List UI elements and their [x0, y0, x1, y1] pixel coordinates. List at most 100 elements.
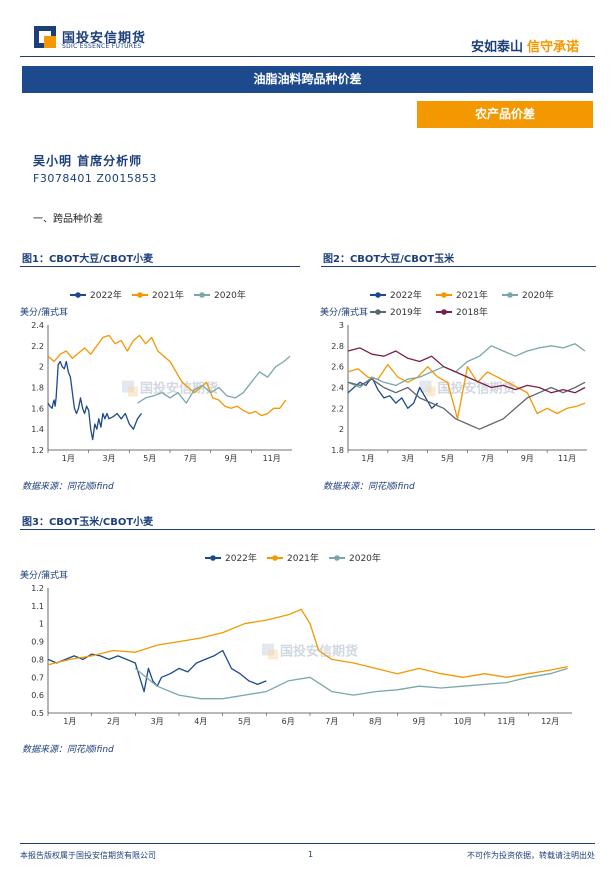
x-tick-label: 1月: [63, 717, 76, 726]
y-tick-label: 2: [39, 363, 44, 372]
y-tick-label: 2.4: [31, 321, 44, 330]
chart-2: 2022年 2021年 2020年 2019年 2018年 美分/蒲式耳 国投安信期货 1.8…: [320, 285, 595, 470]
legend-label-2018: 2018年: [456, 306, 488, 318]
fig2-rule: [321, 266, 596, 267]
fig2-source: 数据来源：同花顺ifind: [323, 482, 415, 492]
report-title-banner: 油脂油料跨品种价差: [22, 66, 593, 93]
x-tick-label: 5月: [238, 717, 251, 726]
legend-label-2020: 2020年: [214, 289, 246, 301]
fig3-rule: [20, 529, 595, 530]
y-tick-label: 0.7: [31, 673, 44, 682]
y-tick-label: 2.6: [331, 363, 344, 372]
x-tick-label: 11月: [263, 454, 281, 463]
y-tick-label: 1.1: [31, 602, 44, 611]
watermark-logo-icon: [268, 649, 278, 660]
x-tick-label: 4月: [194, 717, 207, 726]
category-tag: 农产品价差: [417, 101, 593, 128]
fig1-rule: [20, 266, 300, 267]
legend-marker-2022: [75, 292, 81, 298]
y-tick-label: 3: [339, 321, 344, 330]
series-line-2020: [347, 343, 586, 389]
x-tick-label: 3月: [151, 717, 164, 726]
y-tick-label: 1.6: [31, 404, 44, 413]
slogan: 安如泰山 信守承诺: [471, 36, 579, 55]
x-tick-label: 7月: [481, 454, 494, 463]
fig3-title: 图3：CBOT玉米/CBOT小麦: [22, 517, 154, 528]
legend-label-2021: 2021年: [152, 289, 184, 301]
legend-label-2019: 2019年: [390, 306, 422, 318]
y-axis-unit: 美分/蒲式耳: [20, 306, 68, 318]
fig1-source: 数据来源：同花顺ifind: [22, 482, 114, 492]
y-tick-label: 1.8: [331, 446, 344, 455]
series-line-2021: [47, 334, 287, 417]
legend-label-2021: 2021年: [456, 289, 488, 301]
legend-marker-2020: [334, 555, 340, 561]
y-tick-label: 2: [339, 425, 344, 434]
x-tick-label: 9月: [224, 454, 237, 463]
x-tick-label: 6月: [282, 717, 295, 726]
slogan-part-1: 安如泰山: [470, 40, 523, 55]
legend-marker-2018: [441, 309, 447, 315]
y-tick-label: 0.5: [31, 709, 44, 718]
legend-marker-2020: [507, 292, 513, 298]
slogan-part-2: 信守承诺: [526, 40, 579, 55]
x-tick-label: 12月: [541, 717, 559, 726]
x-tick-label: 9月: [521, 454, 534, 463]
legend-marker-2022: [375, 292, 381, 298]
legend-marker-2022: [210, 555, 216, 561]
chart-1: 2022年 2021年 2020年 美分/蒲式耳 国投安信期货 1.2 1.4 1.6 1.8 2…: [20, 285, 300, 470]
y-tick-label: 1.2: [31, 584, 44, 593]
series-line-2021: [47, 608, 568, 678]
x-tick-label: 2月: [107, 717, 120, 726]
legend-marker-2021: [441, 292, 447, 298]
y-tick-label: 1: [39, 620, 44, 629]
x-tick-label: 3月: [401, 454, 414, 463]
y-tick-label: 1.2: [31, 446, 44, 455]
footer-disclaimer: 不可作为投资依据，转载请注明出处: [467, 851, 595, 860]
x-tick-label: 3月: [102, 454, 115, 463]
watermark-text: 国投安信期货: [280, 644, 358, 660]
company-name: 国投安信期货: [62, 31, 147, 46]
legend-marker-2019: [375, 309, 381, 315]
y-tick-label: 1.4: [31, 425, 44, 434]
series-line-2019: [347, 378, 586, 430]
y-tick-label: 0.6: [31, 691, 44, 700]
x-tick-label: 11月: [558, 454, 576, 463]
series-line-2018: [347, 347, 586, 394]
footer-page-number: 1: [308, 850, 314, 859]
series-line-2022: [47, 360, 143, 441]
y-tick-label: 2.8: [331, 342, 344, 351]
x-tick-label: 1月: [62, 454, 75, 463]
footer-copyright: 本报告版权属于国投安信期货有限公司: [20, 851, 156, 860]
legend-label-2020: 2020年: [522, 289, 554, 301]
y-tick-label: 1.8: [31, 384, 44, 393]
legend-label-2022: 2022年: [225, 552, 257, 564]
series-line-2021: [347, 363, 586, 420]
y-axis-unit: 美分/蒲式耳: [20, 569, 68, 581]
y-tick-label: 2.2: [31, 342, 44, 351]
legend-marker-2021: [272, 555, 278, 561]
company-name-en: SDIC ESSENCE FUTURES: [62, 43, 142, 50]
x-tick-label: 9月: [413, 717, 426, 726]
y-tick-label: 2.2: [331, 404, 344, 413]
footer-divider: [20, 843, 595, 844]
x-tick-label: 5月: [441, 454, 454, 463]
x-tick-label: 11月: [497, 717, 515, 726]
y-tick-label: 0.9: [31, 638, 44, 647]
company-logo-icon: [34, 26, 56, 48]
legend-label-2022: 2022年: [90, 289, 122, 301]
x-tick-label: 7月: [184, 454, 197, 463]
y-tick-label: 0.8: [31, 655, 44, 664]
fig3-source: 数据来源：同花顺ifind: [22, 745, 114, 755]
y-axis-unit: 美分/蒲式耳: [320, 306, 368, 318]
x-tick-label: 7月: [325, 717, 338, 726]
fig1-title: 图1：CBOT大豆/CBOT小麦: [22, 254, 154, 265]
header-divider: [20, 56, 595, 57]
fig2-title: 图2：CBOT大豆/CBOT玉米: [323, 254, 455, 265]
series-line-2020: [137, 355, 291, 404]
page-header: 国投安信期货 SDIC ESSENCE FUTURES 安如泰山 信守承诺: [0, 0, 615, 60]
watermark-logo-icon: [425, 386, 436, 397]
